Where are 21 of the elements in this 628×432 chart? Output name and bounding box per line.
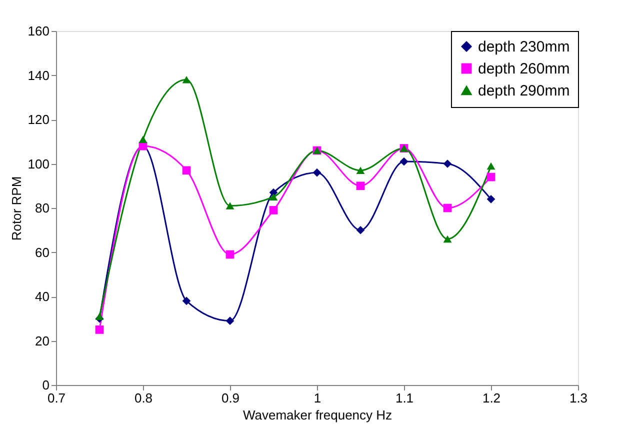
x-tick-label: 0.8: [134, 390, 153, 406]
legend-label: depth 290mm: [478, 82, 570, 100]
y-tick-label: 60: [35, 244, 50, 260]
y-tick-label: 40: [35, 289, 50, 304]
y-tick-label: 120: [28, 112, 50, 127]
y-tick-label: 0: [42, 378, 50, 392]
x-tick-label: 1.2: [482, 390, 501, 406]
x-tick-label: 0.9: [221, 390, 240, 406]
y-tick-label: 160: [28, 24, 50, 38]
x-tick-label: 0.7: [47, 390, 66, 406]
x-axis-title: Wavemaker frequency Hz: [242, 408, 392, 422]
x-tick-label: 1.3: [569, 390, 588, 406]
y-axis-title: Rotor RPM: [8, 176, 24, 241]
y-tick-label: 140: [28, 68, 50, 83]
x-tick-label: 1.1: [395, 390, 414, 406]
x-tick-label: 1: [314, 390, 322, 406]
y-tick-label: 80: [35, 200, 50, 216]
y-tick-label: 20: [35, 333, 50, 348]
y-tick-label: 100: [28, 156, 50, 172]
legend-label: depth 230mm: [478, 38, 570, 56]
legend-label: depth 260mm: [478, 60, 570, 78]
